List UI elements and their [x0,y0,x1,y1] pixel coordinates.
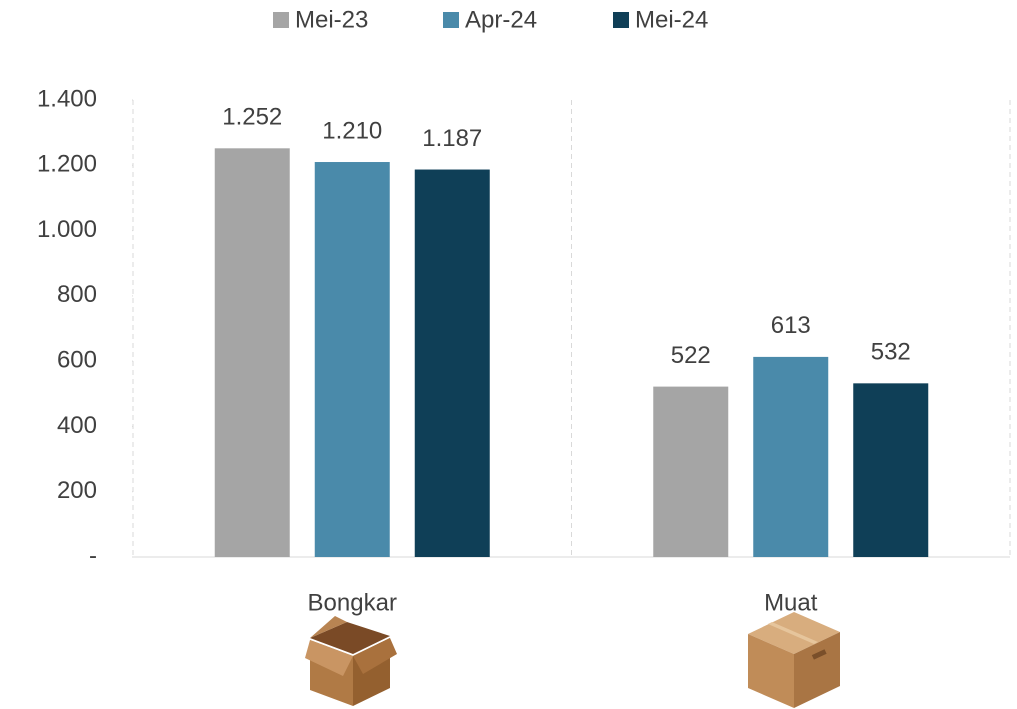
value-label: 532 [871,339,911,366]
value-label: 613 [771,312,811,339]
bar [315,162,390,557]
legend-swatch [443,12,459,28]
x-tick-label: Bongkar [308,589,397,616]
bar [753,357,828,557]
value-label: 522 [671,342,711,369]
box-icon-open [305,616,397,706]
bar [415,170,490,557]
y-tick-label: 400 [57,412,97,439]
value-label: 1.210 [322,117,382,144]
y-tick-label: 1.400 [37,85,97,112]
legend-label: Apr-24 [465,6,537,33]
bar [853,383,928,557]
bar [215,148,290,557]
y-tick-label: 800 [57,281,97,308]
y-tick-label: - [89,542,97,569]
legend-label: Mei-24 [635,6,708,33]
y-tick-label: 600 [57,346,97,373]
value-label: 1.252 [222,104,282,131]
y-tick-label: 200 [57,477,97,504]
legend-swatch [613,12,629,28]
y-tick-label: 1.000 [37,216,97,243]
value-label: 1.187 [422,125,482,152]
box-icon-closed [748,612,840,708]
y-tick-label: 1.200 [37,151,97,178]
x-tick-label: Muat [764,589,818,616]
legend-swatch [273,12,289,28]
legend-label: Mei-23 [295,6,368,33]
bar [653,387,728,557]
chart: - 200 400 600 800 1.000 1.200 1.400 Mei-23 Apr-24… [0,0,1017,709]
